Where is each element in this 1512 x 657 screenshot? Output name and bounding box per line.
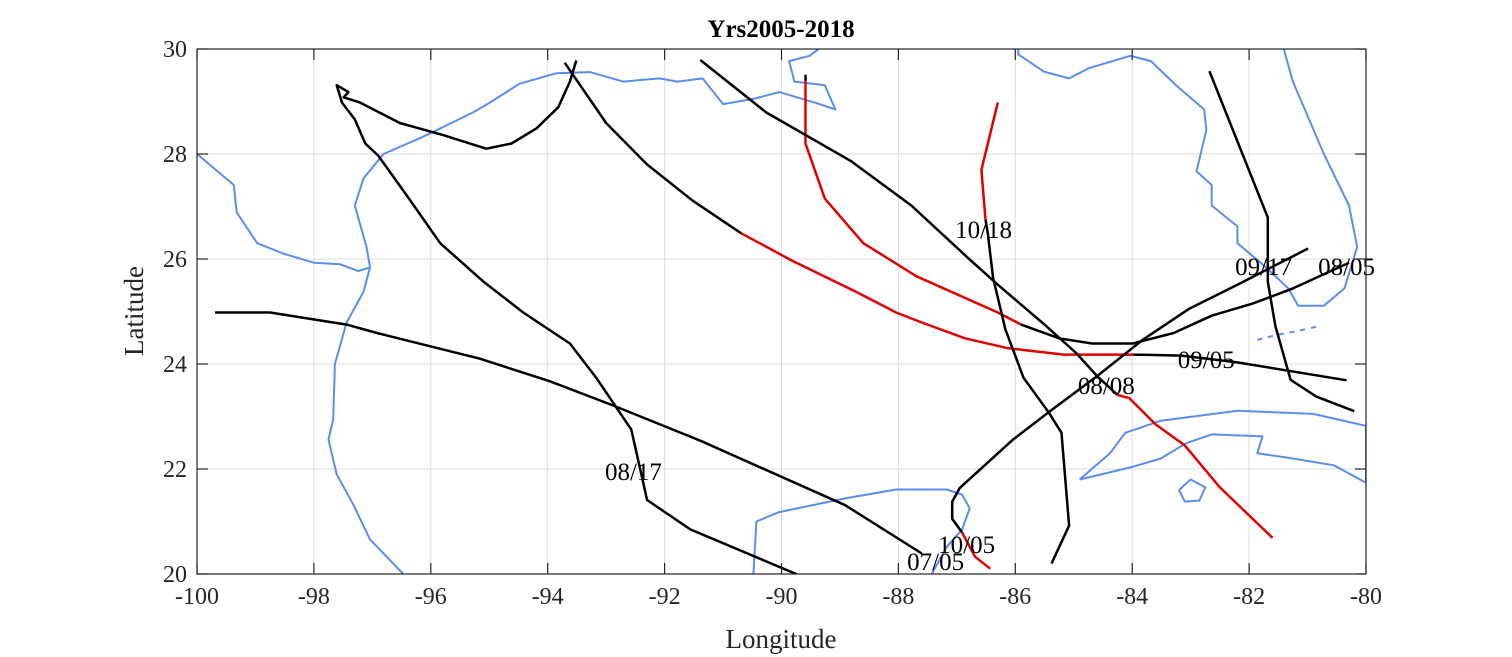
y-tick-label: 26: [163, 247, 187, 273]
track-07-05: [215, 311, 923, 555]
coastline-florida-coast: [1017, 49, 1359, 307]
track-segment-red: [1117, 393, 1274, 539]
track-09-05: [563, 61, 1347, 382]
y-axis-label: Latitude: [119, 266, 149, 356]
y-tick-label: 20: [163, 562, 187, 588]
chart-title: Yrs2005-2018: [707, 16, 854, 43]
track-segment-black: [335, 60, 799, 574]
x-tick-label: -90: [766, 584, 798, 610]
track-date-label: 08/08: [1078, 373, 1135, 400]
track-segment-red: [980, 102, 1000, 220]
y-tick-label: 24: [163, 352, 187, 378]
track-date-label: 09/17: [1235, 254, 1292, 281]
track-segment-red: [960, 531, 991, 570]
x-tick-label: -80: [1350, 584, 1382, 610]
coastline-rio-grande: [197, 153, 371, 273]
track-segment-red: [740, 232, 1133, 356]
track-date-label: 08/17: [605, 459, 662, 486]
x-tick-label: -100: [175, 584, 219, 610]
track-segment-black: [984, 219, 1071, 565]
track-segment-black: [1020, 261, 1350, 345]
track-segment-black: [215, 311, 923, 555]
y-tick-label: 30: [163, 37, 187, 63]
coastline-yucatan: [752, 488, 971, 574]
track-date-label: 09/05: [1178, 347, 1235, 374]
x-axis-label: Longitude: [726, 624, 837, 654]
track-segment-black: [950, 247, 1309, 534]
track-08-05: [804, 74, 1350, 345]
track-date-label: 07/05: [907, 549, 964, 576]
track-segment-black: [563, 61, 742, 235]
x-tick-label: -84: [1116, 584, 1148, 610]
hurricane-tracks: [215, 59, 1355, 574]
x-tick-label: -94: [532, 584, 564, 610]
track-08-17: [335, 60, 799, 574]
y-tick-label: 28: [163, 142, 187, 168]
coastline-cuba: [1078, 409, 1366, 484]
track-segment-black: [1208, 70, 1355, 413]
x-tick-label: -88: [882, 584, 914, 610]
x-tick-label: -82: [1233, 584, 1265, 610]
track-segment-black: [1132, 353, 1347, 382]
track-09-17: [1208, 70, 1355, 413]
track-08-08: [699, 59, 1274, 539]
x-tick-label: -98: [298, 584, 330, 610]
coastline-gulf-coast-us-mexico: [327, 49, 837, 574]
x-tick-label: -96: [415, 584, 447, 610]
track-10-05: [950, 247, 1309, 570]
x-tick-label: -86: [999, 584, 1031, 610]
track-segment-black: [699, 59, 1119, 396]
track-date-label: 10/05: [938, 532, 995, 559]
coastlines: [197, 49, 1366, 574]
axis-ticks: -100 -98 -96 -94 -92 -90 -88 -86 -84 -82 -80 20 22 24…: [163, 37, 1382, 610]
x-tick-label: -92: [649, 584, 681, 610]
track-date-label: 10/18: [955, 217, 1012, 244]
y-tick-label: 22: [163, 457, 187, 483]
coastline-isle-of-youth: [1178, 478, 1207, 503]
track-segment-red: [804, 80, 1022, 326]
track-10-18: [980, 102, 1071, 565]
